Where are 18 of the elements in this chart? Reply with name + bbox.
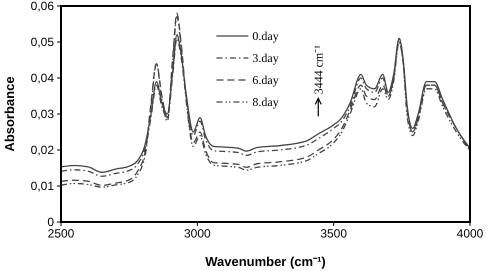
legend-label: 8.day bbox=[252, 95, 279, 109]
legend-label: 6.day bbox=[252, 73, 279, 87]
y-tick-label: 0 bbox=[47, 214, 54, 229]
legend-label: 3.day bbox=[252, 51, 279, 65]
x-axis-title: Wavenumber (cm⁻¹) bbox=[205, 254, 326, 269]
legend-label: 0.day bbox=[252, 29, 279, 43]
x-tick-label: 2500 bbox=[48, 226, 75, 241]
y-tick-label: 0,02 bbox=[30, 142, 54, 157]
y-tick-label: 0,01 bbox=[30, 178, 54, 193]
y-tick-label: 0,03 bbox=[30, 106, 54, 121]
x-tick-label: 3500 bbox=[320, 226, 348, 241]
y-tick-label: 0,05 bbox=[30, 34, 54, 49]
x-tick-label: 4000 bbox=[456, 226, 484, 241]
y-tick-label: 0,06 bbox=[30, 0, 54, 13]
annotation: 3444 cm⁻¹ bbox=[311, 44, 326, 94]
y-axis-title: Absorbance bbox=[2, 76, 17, 152]
y-tick-label: 0,04 bbox=[30, 70, 54, 85]
x-tick-label: 3000 bbox=[184, 226, 212, 241]
